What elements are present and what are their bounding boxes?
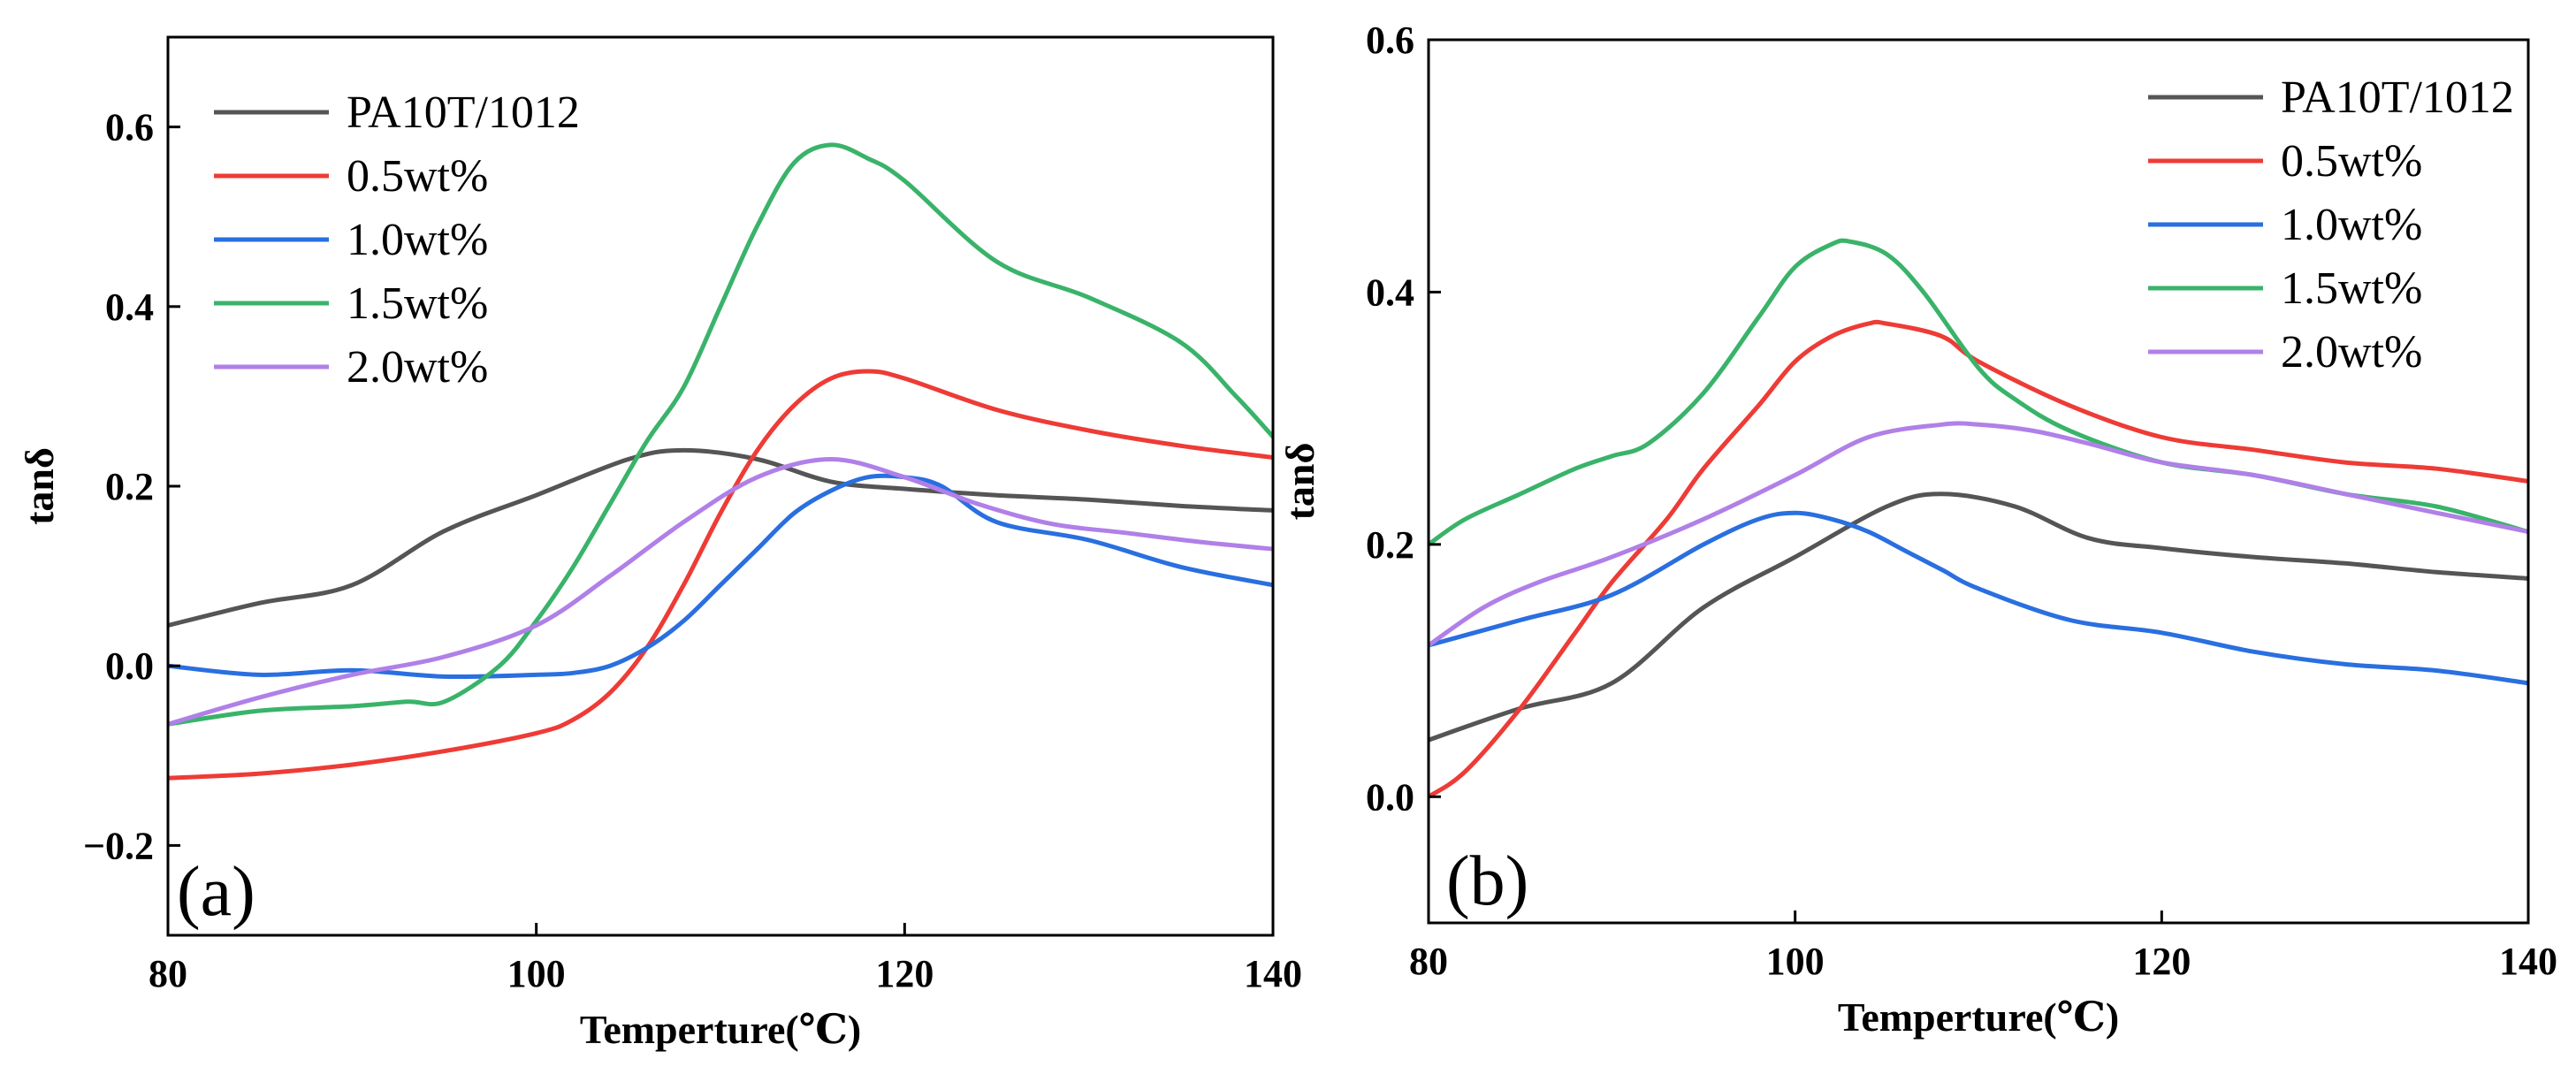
series-lines bbox=[168, 142, 1273, 781]
series-line-3 bbox=[168, 142, 1273, 727]
legend-label-0: PA10T/1012 bbox=[2281, 72, 2514, 123]
legend-label-3: 1.5wt% bbox=[347, 278, 488, 329]
x-axis-title: Temperture(℃) bbox=[1838, 994, 2119, 1040]
legend-label-1: 0.5wt% bbox=[347, 151, 488, 202]
y-tick-label: 0.4 bbox=[1366, 270, 1414, 314]
y-axis-title: tanδ bbox=[17, 447, 62, 525]
series-line-4 bbox=[1429, 421, 2528, 648]
y-tick-label: 0.2 bbox=[1366, 523, 1414, 567]
y-tick-label: 0.0 bbox=[105, 644, 154, 688]
x-tick-label: 100 bbox=[507, 952, 566, 995]
plot-frame bbox=[1427, 38, 2530, 925]
legend-label-0: PA10T/1012 bbox=[347, 88, 580, 138]
x-tick-label: 80 bbox=[1409, 940, 1448, 983]
legend: PA10T/1012 0.5wt% 1.0wt% 1.5wt% 2.0wt% bbox=[214, 88, 580, 392]
panel-label: (a) bbox=[177, 853, 255, 931]
y-tick-label: 0.4 bbox=[105, 286, 154, 329]
series-line-0 bbox=[1429, 491, 2528, 743]
legend-label-4: 2.0wt% bbox=[2281, 327, 2422, 377]
legend-label-1: 0.5wt% bbox=[2281, 136, 2422, 187]
y-tick-label: 0.0 bbox=[1366, 775, 1414, 819]
x-tick-label: 120 bbox=[2132, 940, 2191, 983]
y-tick-label: −0.2 bbox=[83, 824, 154, 867]
x-tick-label: 140 bbox=[1244, 952, 1302, 995]
series-lines bbox=[1429, 238, 2528, 799]
panel-a: 80 100 120 140 −0.2 0.0 0.2 0.4 0.6 Temperture(℃)… bbox=[17, 35, 1302, 1052]
x-tick-label: 120 bbox=[875, 952, 934, 995]
legend-label-2: 1.0wt% bbox=[2281, 200, 2422, 250]
x-tick-label: 80 bbox=[149, 952, 187, 995]
y-tick-label: 0.6 bbox=[105, 106, 154, 149]
series-line-1 bbox=[168, 369, 1273, 781]
series-line-2 bbox=[168, 473, 1273, 680]
series-line-1 bbox=[1429, 319, 2528, 799]
x-tick-label: 140 bbox=[2499, 940, 2557, 983]
legend-label-4: 2.0wt% bbox=[347, 342, 488, 392]
legend-label-3: 1.5wt% bbox=[2281, 263, 2422, 314]
y-tick-label: 0.2 bbox=[105, 465, 154, 508]
series-line-0 bbox=[168, 447, 1273, 628]
legend: PA10T/1012 0.5wt% 1.0wt% 1.5wt% 2.0wt% bbox=[2148, 72, 2514, 377]
y-tick-label: 0.6 bbox=[1366, 19, 1414, 62]
x-axis-title: Temperture(℃) bbox=[580, 1007, 861, 1052]
series-line-4 bbox=[168, 457, 1273, 727]
panel-label: (b) bbox=[1446, 842, 1528, 920]
x-tick-label: 100 bbox=[1766, 940, 1825, 983]
y-axis-title: tanδ bbox=[1277, 443, 1322, 521]
panel-b: 80 100 120 140 0.0 0.2 0.4 0.6 Temperture(℃) tanδ… bbox=[1277, 19, 2557, 1040]
legend-label-2: 1.0wt% bbox=[347, 215, 488, 265]
plot-frame bbox=[166, 35, 1275, 937]
series-line-2 bbox=[1429, 510, 2528, 686]
